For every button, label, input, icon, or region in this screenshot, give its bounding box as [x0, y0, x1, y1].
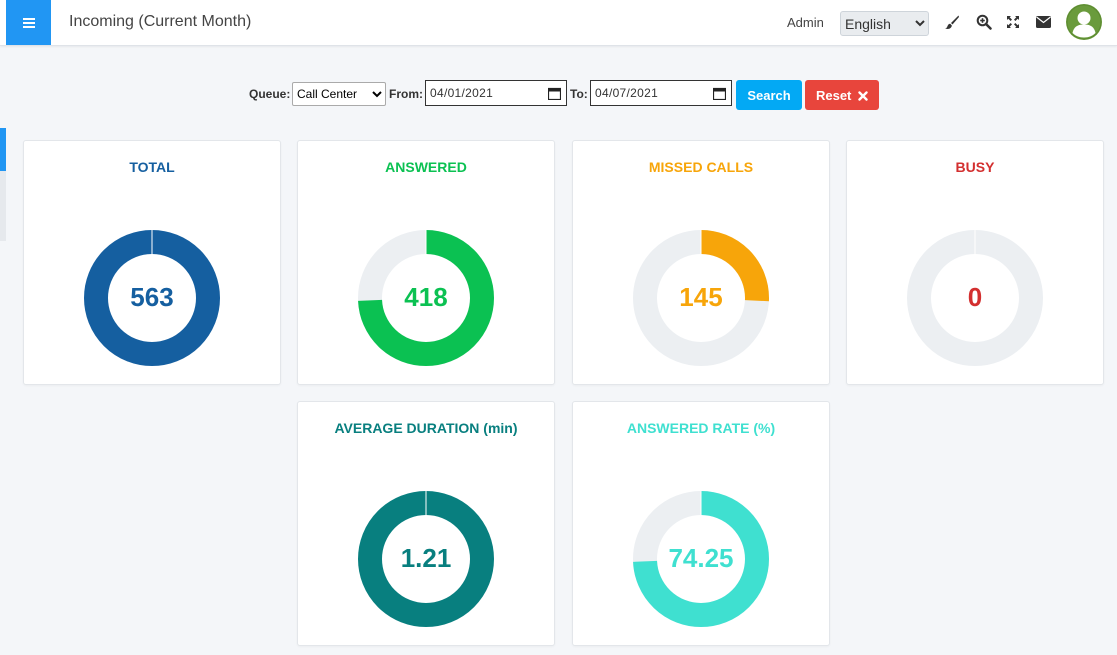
- stat-card-total: TOTAL 563: [23, 140, 281, 385]
- card-title: ANSWERED RATE (%): [626, 420, 776, 436]
- sidebar-active-indicator: [0, 128, 6, 171]
- card-title: BUSY: [955, 159, 995, 175]
- to-date-input[interactable]: 04/07/2021: [590, 80, 732, 106]
- donut-chart-answered-rate: [633, 491, 769, 627]
- donut-chart-missed-calls: [633, 230, 769, 366]
- brush-icon[interactable]: [943, 13, 961, 31]
- language-select[interactable]: English: [840, 11, 929, 36]
- top-navbar: Incoming (Current Month) Admin English: [0, 0, 1117, 46]
- donut-chart-answered: [358, 230, 494, 366]
- stat-card-answered-rate: ANSWERED RATE (%) 74.25: [572, 401, 830, 646]
- to-label: To:: [570, 87, 588, 101]
- close-icon: [858, 90, 868, 101]
- card-value: 145: [679, 282, 723, 312]
- from-label: From:: [389, 87, 423, 101]
- user-avatar[interactable]: [1066, 4, 1102, 40]
- stat-card-busy: BUSY 0: [846, 140, 1104, 385]
- calendar-icon[interactable]: [548, 87, 561, 100]
- from-date-value: 04/01/2021: [430, 86, 494, 100]
- from-date-input[interactable]: 04/01/2021: [425, 80, 567, 106]
- stat-card-missed-calls: MISSED CALLS 145: [572, 140, 830, 385]
- card-value: 74.25: [668, 543, 734, 573]
- card-title: MISSED CALLS: [648, 159, 754, 175]
- user-name: Admin: [787, 15, 824, 30]
- card-value: 0: [967, 282, 983, 312]
- card-title: TOTAL: [129, 159, 175, 175]
- donut-chart-total: [84, 230, 220, 366]
- card-value: 563: [130, 282, 174, 312]
- card-value: 1.21: [400, 543, 452, 573]
- page-title: Incoming (Current Month): [69, 13, 252, 30]
- queue-select[interactable]: Call Center: [292, 82, 386, 106]
- donut-chart-average-duration: [358, 491, 494, 627]
- card-value: 418: [404, 282, 448, 312]
- fullscreen-icon[interactable]: [1004, 13, 1022, 31]
- card-title: AVERAGE DURATION (min): [334, 420, 518, 436]
- search-button[interactable]: Search: [736, 80, 802, 110]
- envelope-icon[interactable]: [1034, 13, 1052, 31]
- reset-label: Reset: [815, 87, 852, 103]
- hamburger-icon: [22, 16, 35, 30]
- queue-label: Queue:: [249, 87, 291, 101]
- calendar-icon[interactable]: [713, 87, 726, 100]
- sidebar-edge: [0, 171, 6, 241]
- zoom-in-icon[interactable]: [975, 13, 993, 31]
- to-date-value: 04/07/2021: [595, 86, 659, 100]
- reset-button[interactable]: Reset: [805, 80, 879, 110]
- user-icon: [1066, 4, 1102, 40]
- card-title: ANSWERED: [385, 159, 467, 175]
- stat-card-answered: ANSWERED 418: [297, 140, 555, 385]
- filter-bar: Queue: Call Center From: 04/01/2021 To: …: [0, 80, 1117, 110]
- stat-card-average-duration: AVERAGE DURATION (min) 1.21: [297, 401, 555, 646]
- donut-chart-busy: [907, 230, 1043, 366]
- sidebar-toggle-button[interactable]: [6, 0, 51, 45]
